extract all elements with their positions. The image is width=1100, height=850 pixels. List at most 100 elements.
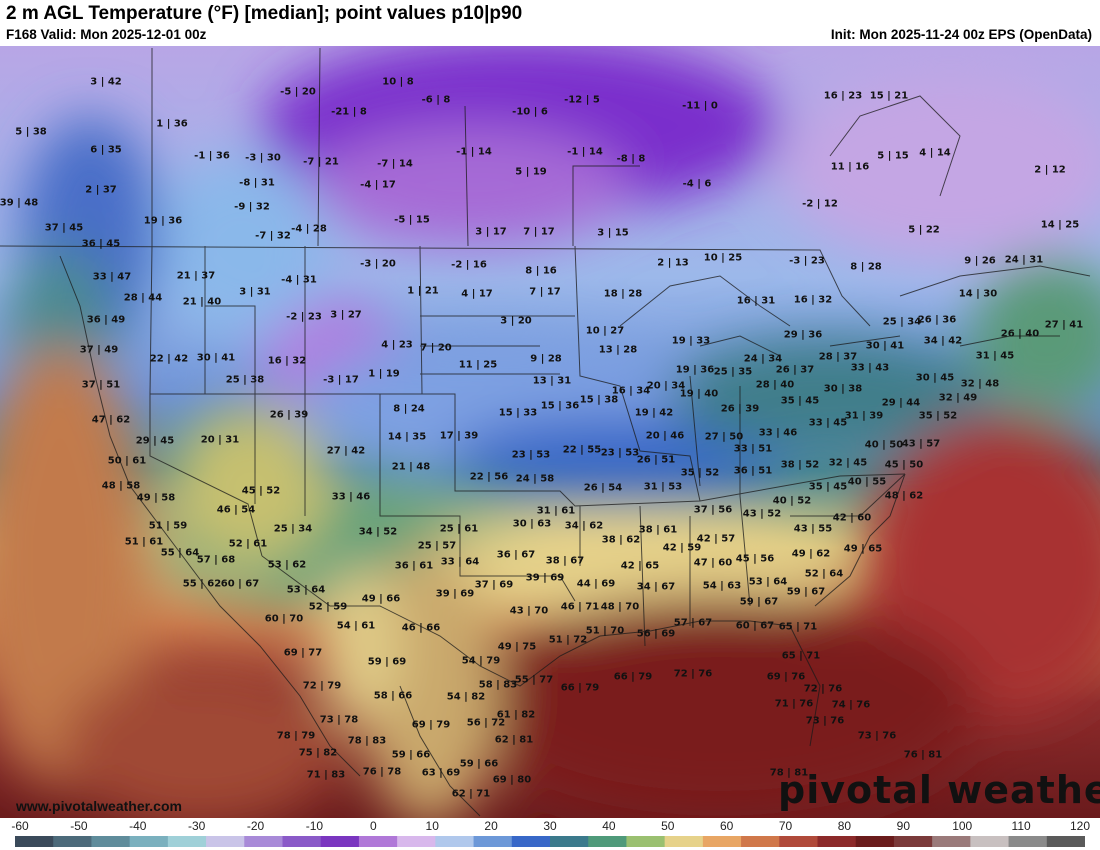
point-value: 19 | 40 <box>679 388 719 400</box>
point-value: 10 | 27 <box>585 325 625 337</box>
point-value: 16 | 31 <box>736 295 776 307</box>
point-value: 69 | 76 <box>766 671 806 683</box>
point-value: 14 | 25 <box>1040 219 1080 231</box>
colorbar-swatch <box>206 836 245 847</box>
point-value: 25 | 57 <box>417 540 457 552</box>
point-value: 36 | 61 <box>394 560 434 572</box>
point-value: 49 | 66 <box>361 593 401 605</box>
point-value: 17 | 39 <box>439 430 479 442</box>
point-value: 51 | 61 <box>124 536 164 548</box>
point-value: 33 | 47 <box>92 271 132 283</box>
point-value: 37 | 45 <box>44 222 84 234</box>
colorbar-swatch <box>855 836 895 847</box>
point-value: 29 | 36 <box>783 329 823 341</box>
point-value: 33 | 43 <box>850 362 890 374</box>
point-value: 19 | 36 <box>675 364 715 376</box>
point-value: 42 | 60 <box>832 512 872 524</box>
point-value: 60 | 70 <box>264 613 304 625</box>
point-value: 38 | 52 <box>780 459 820 471</box>
point-value: -5 | 20 <box>280 86 316 98</box>
point-value: 54 | 63 <box>702 580 742 592</box>
point-value: 30 | 45 <box>915 372 955 384</box>
colorbar-tick-label: 70 <box>778 819 793 833</box>
point-value: 51 | 70 <box>585 625 625 637</box>
point-value: 74 | 76 <box>831 699 871 711</box>
point-value: 47 | 62 <box>91 414 131 426</box>
point-value: 46 | 66 <box>401 622 441 634</box>
point-value: 8 | 28 <box>850 261 882 273</box>
point-value: 5 | 22 <box>908 224 940 236</box>
point-value: 36 | 67 <box>496 549 536 561</box>
map-panel[interactable]: 3 | 42 -5 | 20 10 | 8 -6 | 8 -12 | 5 -11 | 0 1… <box>0 46 1100 818</box>
point-value: 10 | 8 <box>382 76 414 88</box>
point-value: 42 | 65 <box>620 560 660 572</box>
point-value: 31 | 39 <box>844 410 884 422</box>
point-value: 24 | 34 <box>743 353 783 365</box>
point-value: 66 | 79 <box>560 682 600 694</box>
colorbar-swatch <box>664 836 704 847</box>
point-value: 22 | 55 <box>562 444 602 456</box>
point-value: 43 | 70 <box>509 605 549 617</box>
point-value: 55 | 62 <box>182 578 222 590</box>
point-value: 10 | 25 <box>703 252 743 264</box>
point-value: 39 | 69 <box>435 588 475 600</box>
point-value: 20 | 34 <box>646 380 686 392</box>
colorbar-swatch <box>511 836 551 847</box>
point-value: 25 | 38 <box>225 374 265 386</box>
point-value: 52 | 61 <box>228 538 268 550</box>
colorbar-swatch <box>1008 836 1048 847</box>
colorbar-swatch <box>320 836 360 847</box>
colorbar-tick-label: -20 <box>246 819 265 833</box>
point-value: 27 | 41 <box>1044 319 1084 331</box>
point-value: 73 | 76 <box>857 730 897 742</box>
point-value: 43 | 55 <box>793 523 833 535</box>
point-value: 24 | 31 <box>1004 254 1044 266</box>
colorbar-tick-label: 80 <box>837 819 852 833</box>
point-value: 28 | 44 <box>123 292 163 304</box>
point-value: 33 | 64 <box>440 556 480 568</box>
colorbar-swatch <box>970 836 1010 847</box>
point-value: 30 | 63 <box>512 518 552 530</box>
point-value: 5 | 38 <box>15 126 47 138</box>
point-value: 78 | 81 <box>769 767 809 779</box>
point-value: 73 | 76 <box>805 715 845 727</box>
point-value: 13 | 31 <box>532 375 572 387</box>
point-value: 25 | 34 <box>882 316 922 328</box>
point-value: 50 | 61 <box>107 455 147 467</box>
point-value: 78 | 79 <box>276 730 316 742</box>
point-value: 2 | 12 <box>1034 164 1066 176</box>
colorbar-swatch <box>91 836 131 847</box>
point-value: 3 | 20 <box>500 315 532 327</box>
point-value: -2 | 23 <box>286 311 322 323</box>
point-value: 55 | 77 <box>514 674 554 686</box>
point-value: 54 | 82 <box>446 691 486 703</box>
point-value: 54 | 61 <box>336 620 376 632</box>
point-value: -3 | 30 <box>245 152 281 164</box>
point-value: 42 | 59 <box>662 542 702 554</box>
colorbar-swatch <box>167 836 207 847</box>
point-value: 1 | 36 <box>156 118 188 130</box>
point-value: 23 | 53 <box>511 449 551 461</box>
point-value: 23 | 53 <box>600 447 640 459</box>
point-value: 28 | 40 <box>755 379 795 391</box>
point-value: -12 | 5 <box>564 94 600 106</box>
point-value: 9 | 26 <box>964 255 996 267</box>
point-value: 39 | 48 <box>0 197 39 209</box>
point-value: 54 | 79 <box>461 655 501 667</box>
point-value: 59 | 67 <box>786 586 826 598</box>
point-value: 57 | 67 <box>673 617 713 629</box>
colorbar-swatch <box>779 836 818 847</box>
point-value: 37 | 56 <box>693 504 733 516</box>
point-value: -8 | 31 <box>239 177 275 189</box>
point-value: -3 | 20 <box>360 258 396 270</box>
point-value: 61 | 82 <box>496 709 536 721</box>
website-watermark: www.pivotalweather.com <box>16 798 182 814</box>
point-value: -7 | 21 <box>303 156 339 168</box>
point-value: 40 | 50 <box>864 439 904 451</box>
point-value: 26 | 39 <box>269 409 309 421</box>
point-value: 45 | 56 <box>735 553 775 565</box>
point-value: 43 | 52 <box>742 508 782 520</box>
point-value: 4 | 17 <box>461 288 493 300</box>
colorbar-ticks: -60 -50 -40 -30 -20 -10 0 10 20 30 40 50 60 70 80 90 100… <box>0 818 1100 834</box>
point-value: -9 | 32 <box>234 201 270 213</box>
